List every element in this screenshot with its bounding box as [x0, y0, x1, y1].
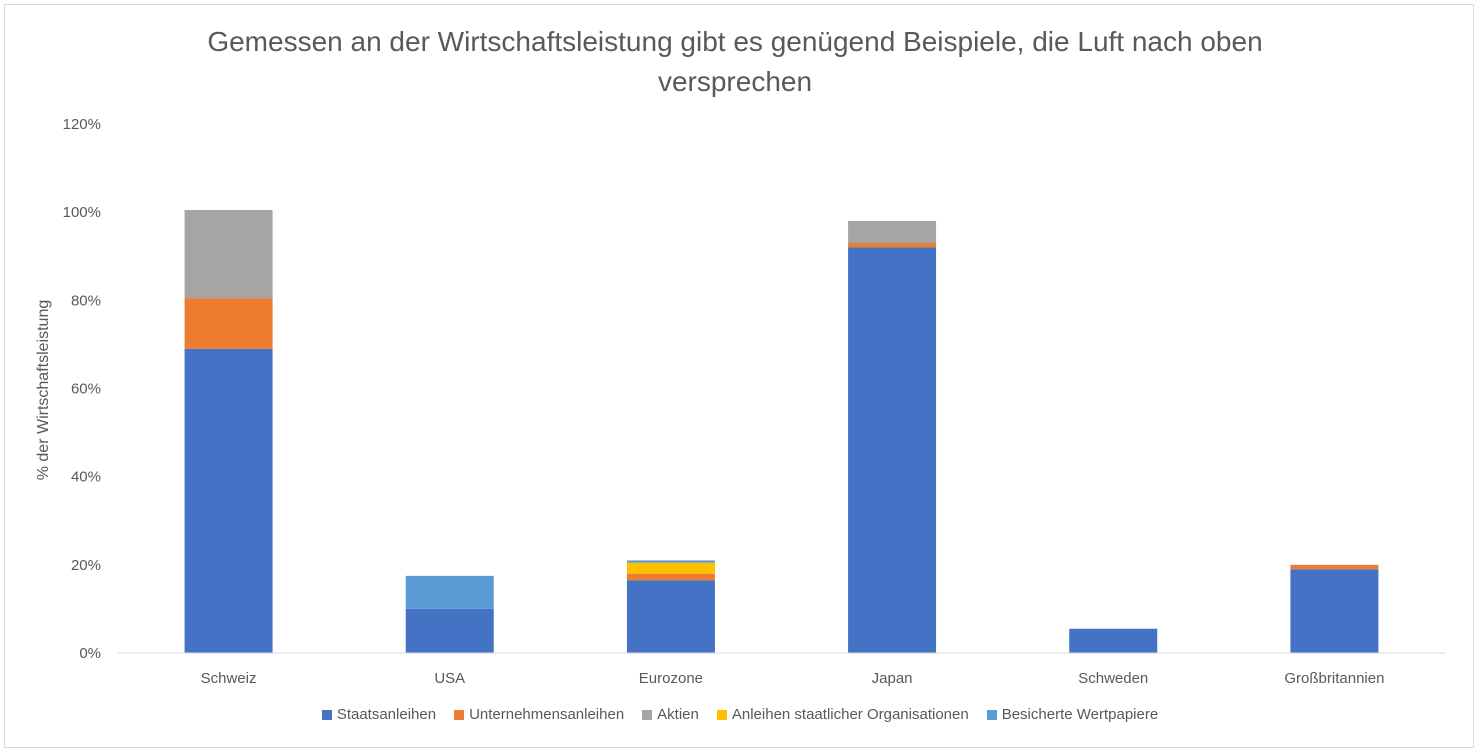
bar-segment: [405, 575, 494, 609]
bar-segment: [626, 562, 715, 574]
legend-item: Staatsanleihen: [321, 706, 437, 723]
bar-segment: [848, 220, 937, 244]
legend-label: Besicherte Wertpapiere: [1001, 706, 1159, 723]
legend-label: Aktien: [657, 706, 699, 723]
bar-segment: [1069, 628, 1158, 653]
y-tick-label: 80%: [71, 292, 101, 309]
legend-swatch: [986, 709, 997, 720]
legend-label: Unternehmensanleihen: [469, 706, 625, 723]
y-tick-label: 40%: [71, 469, 101, 486]
bar-segment: [184, 348, 273, 653]
chart-title-line-2: versprechen: [657, 66, 813, 97]
bar-segment: [626, 580, 715, 653]
y-tick-label: 0%: [79, 645, 101, 662]
x-tick-label: USA: [434, 670, 465, 687]
legend-swatch: [454, 709, 465, 720]
y-tick-label: 120%: [63, 116, 101, 133]
chart-frame: [4, 4, 1474, 748]
legend-label: Anleihen staatlicher Organisationen: [731, 706, 969, 723]
x-tick-label: Großbritannien: [1284, 670, 1384, 687]
x-tick-label: Eurozone: [639, 670, 703, 687]
bar-segment: [1290, 564, 1379, 570]
x-tick-label: Schweiz: [201, 670, 257, 687]
bar-segment: [184, 209, 273, 299]
legend-item: Aktien: [642, 706, 699, 723]
legend-swatch: [642, 709, 653, 720]
legend-swatch: [321, 709, 332, 720]
chart-title-line-1: Gemessen an der Wirtschaftsleistung gibt…: [207, 26, 1263, 57]
legend-item: Besicherte Wertpapiere: [986, 706, 1159, 723]
x-tick-label: Schweden: [1078, 670, 1148, 687]
bar-segment: [1290, 569, 1379, 653]
y-tick-label: 60%: [71, 381, 101, 398]
legend-label: Staatsanleihen: [336, 706, 437, 723]
bar-segment: [848, 243, 937, 248]
legend-swatch: [716, 709, 727, 720]
chart-title: Gemessen an der Wirtschaftsleistung gibt…: [0, 22, 1470, 102]
x-tick-label: Japan: [872, 670, 913, 687]
y-tick-label: 100%: [63, 204, 101, 221]
legend-item: Anleihen staatlicher Organisationen: [716, 706, 969, 723]
y-tick-label: 20%: [71, 557, 101, 574]
bar-segment: [848, 247, 937, 653]
chart-legend: Staatsanleihen Unternehmensanleihen Aktien…: [0, 706, 1480, 723]
legend-item: Unternehmensanleihen: [454, 706, 624, 723]
bar-segment: [184, 298, 273, 349]
bar-segment: [626, 573, 715, 581]
bar-segment: [405, 608, 494, 653]
bar-segment: [626, 560, 715, 563]
